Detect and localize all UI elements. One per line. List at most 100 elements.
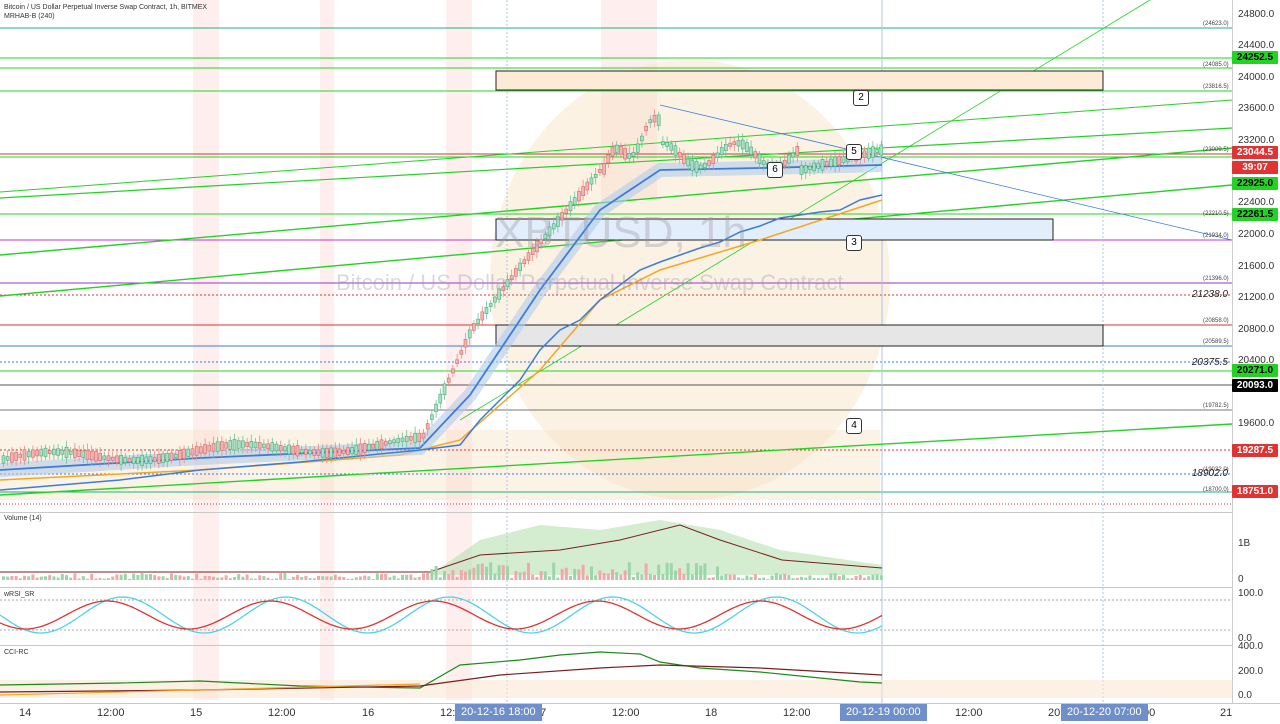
volume-bar [464,571,467,580]
volume-bar [312,578,316,580]
price-tick: 21200.0 [1238,292,1275,303]
volume-bar [564,567,568,580]
candle-body [337,448,342,456]
volume-bar [644,563,648,580]
price-tick: 22000.0 [1238,229,1275,240]
volume-bar [627,562,631,580]
pane-separator[interactable] [0,645,1232,646]
volume-bar [165,577,169,580]
candle-body [476,318,480,324]
volume-bar [203,575,207,580]
volume-bar [35,577,39,580]
pane-separator[interactable] [0,512,1232,513]
volume-axis-label: 1B [1238,538,1251,549]
price-tag-green: 24252.5 [1232,51,1278,64]
price-tick: 24000.0 [1238,72,1275,83]
volume-bar [770,575,774,580]
volume-bar [388,577,392,580]
candle-body [585,181,590,191]
candle-body [140,454,144,466]
volume-bar [237,574,241,580]
candle-body [102,455,107,460]
candle-body [740,139,745,150]
volume-bar [132,573,136,580]
candle-body [320,448,325,458]
candle-body [325,447,329,458]
price-tick: 20400.0 [1238,355,1275,366]
wave-marker-2[interactable]: 2 [853,90,869,106]
candle-body [1,455,6,464]
volume-bar [212,576,215,580]
candle-body [644,125,648,132]
candle-body [522,259,527,264]
candle-body [312,449,317,456]
volume-bar [77,578,81,580]
resistance-zone[interactable] [495,70,1104,91]
level-label: (23009.5) [1203,147,1229,153]
wave-marker-3[interactable]: 3 [846,235,862,251]
wave-marker-6[interactable]: 6 [767,162,783,178]
volume-bar [275,578,278,580]
volume-bar [632,577,635,580]
candle-body [299,449,304,454]
volume-bar [363,575,367,580]
volume-bar [711,577,715,580]
candle-body [539,239,543,244]
volume-bar [510,577,514,580]
price-tick: 22400.0 [1238,197,1275,208]
support-zone-upper[interactable] [495,218,1054,241]
volume-bar [615,572,619,580]
volume-bar [737,577,740,580]
candle-body [535,240,539,253]
volume-bar [199,578,203,580]
wave-marker-4[interactable]: 4 [846,418,862,434]
candle-body [60,449,65,455]
volume-bar [858,575,862,580]
support-zone-lower[interactable] [495,324,1104,347]
volume-bar [804,577,808,580]
volume-bar [636,572,640,580]
candle-body [446,377,451,383]
candle-body [833,156,837,167]
candle-body [820,159,825,171]
candle-body [871,146,875,158]
wave-marker-5[interactable]: 5 [846,144,862,160]
candle-body [497,288,501,300]
candle-body [186,448,191,457]
time-tick: 12:00 [783,707,811,719]
candle-body [598,169,602,173]
volume-bar [598,570,602,580]
candle-body [115,455,119,463]
volume-bar [60,573,64,580]
pane-separator[interactable] [0,587,1232,588]
price-tick: 23200.0 [1238,135,1275,146]
candle-body [262,443,266,448]
level-label: (24085.0) [1203,62,1229,68]
chart-title: Bitcoin / US Dollar Perpetual Inverse Sw… [4,4,208,11]
candle-body [89,450,94,461]
time-axis-separator [0,703,1280,704]
volume-bar [821,578,824,580]
time-tick: 16 [362,707,375,719]
watermark-name: Bitcoin / US Dollar Perpetual Inverse Sw… [336,270,844,295]
volume-bar [497,565,501,580]
volume-bar [186,576,190,580]
volume-bar [426,573,430,580]
candle-body [194,446,199,456]
volume-bar [73,573,77,580]
volume-bar [842,574,845,580]
candle-body [14,452,18,462]
price-axis[interactable] [1232,0,1280,704]
candle-body [417,432,422,442]
volume-bar [144,574,148,580]
candle-body [568,201,573,212]
candle-body [719,147,724,156]
volume-bar [707,577,711,580]
candle-body [85,449,90,460]
volume-bar [52,576,56,580]
candle-body [556,215,560,227]
volume-bar [648,574,652,580]
volume-bar [724,573,728,580]
